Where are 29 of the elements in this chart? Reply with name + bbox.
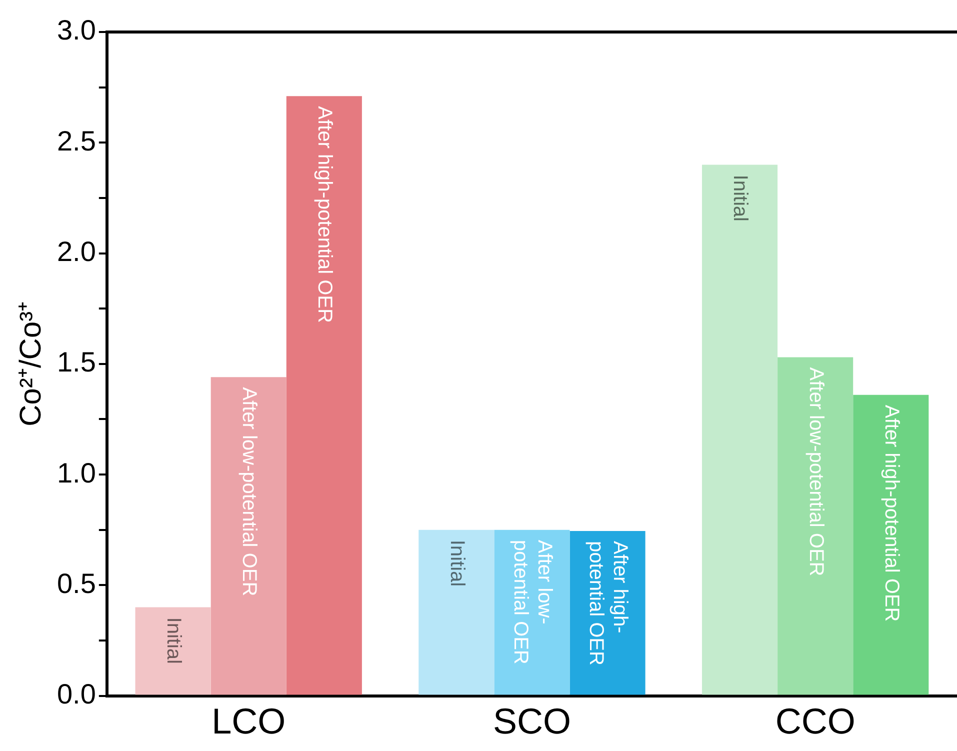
bar (494, 530, 570, 695)
bar (286, 96, 362, 695)
bar (778, 357, 854, 695)
text: After high-potential OER (880, 404, 902, 622)
bar (210, 377, 286, 695)
x-tick-label: LCO (212, 700, 286, 742)
y-tick-label: 0.5 (56, 568, 96, 599)
text: After low-potential OER (509, 540, 556, 664)
series-label: Initial (162, 617, 185, 664)
y-axis-title: Co²⁺/Co³⁺ (14, 301, 48, 426)
y-tick-label: 3.0 (56, 14, 96, 46)
bar (853, 394, 929, 695)
y-tick-label: 0.0 (56, 678, 96, 710)
x-tick-label: SCO (492, 700, 571, 742)
series-label: After low-potential OER (238, 387, 260, 596)
x-tick-label: CCO (775, 700, 856, 742)
text: After low-potential OER (804, 367, 827, 576)
series-label: After high-potential OER (314, 106, 336, 323)
text: Initial (729, 174, 752, 222)
bar (570, 530, 646, 695)
y-tick-label: 2.5 (56, 125, 96, 156)
bar (135, 607, 211, 695)
y-tick-label: 1.5 (56, 346, 96, 378)
text: After high-potential OER (585, 540, 632, 666)
y-tick-label: 2.0 (56, 236, 96, 267)
bar (702, 164, 778, 695)
text: Initial (446, 540, 468, 587)
y-tick-label: 1.0 (56, 457, 96, 488)
bar (418, 530, 494, 695)
